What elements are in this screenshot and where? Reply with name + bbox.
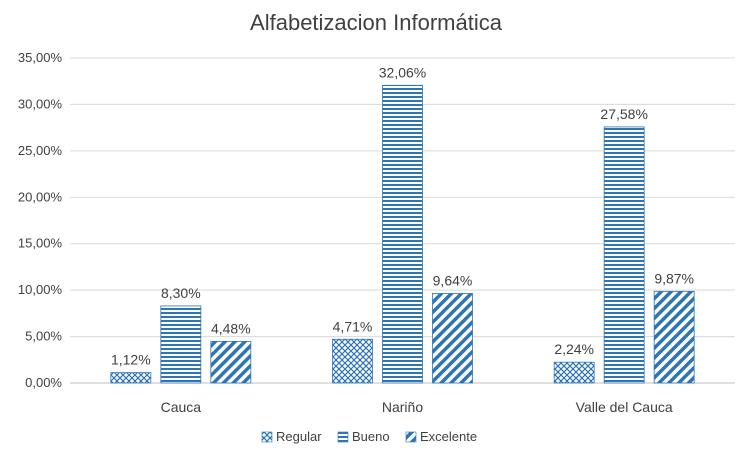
- y-tick-label: 10,00%: [18, 282, 63, 297]
- bar-bueno-1: [382, 84, 423, 384]
- y-tick-label: 25,00%: [18, 143, 63, 158]
- chart-title: Alfabetizacion Informática: [250, 10, 503, 35]
- y-tick-label: 15,00%: [18, 236, 63, 251]
- data-labels: 1,12% 8,30% 4,48% 4,71% 32,06% 9,64% 2,24% 27,5…: [111, 64, 694, 367]
- data-label: 9,64%: [433, 272, 473, 288]
- y-tick-label: 30,00%: [18, 96, 63, 111]
- legend-swatch-bueno: [337, 431, 349, 443]
- bar-excelente-2: [653, 290, 695, 384]
- x-axis: Cauca Nariño Valle del Cauca: [161, 399, 673, 415]
- data-label: 2,24%: [554, 341, 594, 357]
- y-tick-label: 0,00%: [25, 375, 62, 390]
- bar-regular-1: [332, 338, 373, 384]
- bar-bueno-0: [160, 305, 202, 384]
- bar-bueno-2: [603, 126, 645, 384]
- bar-excelente-0: [210, 340, 252, 384]
- data-label: 27,58%: [600, 106, 647, 122]
- legend-label-excelente: Excelente: [420, 429, 477, 444]
- legend-swatch-excelente: [405, 431, 417, 443]
- bar-excelente-1: [432, 293, 473, 384]
- data-label: 1,12%: [111, 352, 151, 368]
- data-label: 32,06%: [379, 64, 426, 80]
- legend: Regular Bueno Excelente: [261, 429, 477, 444]
- data-label: 4,71%: [333, 318, 373, 334]
- legend-label-bueno: Bueno: [352, 429, 390, 444]
- bar-regular-0: [110, 372, 152, 384]
- legend-label-regular: Regular: [276, 429, 322, 444]
- category-label: Cauca: [161, 399, 202, 415]
- data-label: 8,30%: [161, 285, 201, 301]
- category-label: Valle del Cauca: [576, 399, 673, 415]
- data-label: 4,48%: [211, 320, 251, 336]
- y-tick-label: 5,00%: [25, 329, 62, 344]
- y-tick-label: 35,00%: [18, 50, 63, 65]
- y-tick-label: 20,00%: [18, 189, 63, 204]
- legend-swatch-regular: [261, 431, 273, 443]
- bar-regular-2: [553, 361, 595, 384]
- y-axis: 0,00% 5,00% 10,00% 15,00% 20,00% 25,00% 30,00%…: [18, 50, 63, 390]
- category-label: Nariño: [382, 399, 423, 415]
- data-label: 9,87%: [654, 270, 694, 286]
- bars: [110, 84, 695, 384]
